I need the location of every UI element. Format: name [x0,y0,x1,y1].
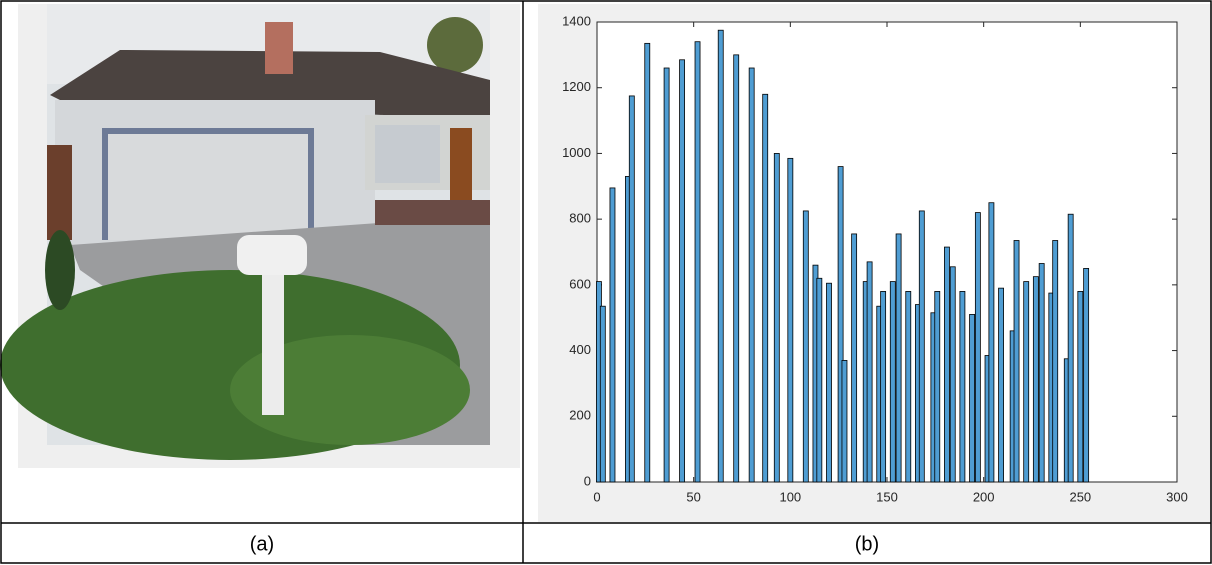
bar [610,188,615,482]
bar [989,203,994,482]
bar [842,360,847,482]
bar [975,213,980,482]
bar [999,288,1004,482]
caption: (a) [250,533,274,555]
bar [919,211,924,482]
bar [950,267,955,482]
bar [826,283,831,482]
bar [1014,241,1019,483]
bar [749,68,754,482]
bar [629,96,634,482]
x-tick-label: 0 [593,489,600,504]
bar [695,42,700,482]
bar [774,153,779,482]
bar [1039,264,1044,483]
bar [645,43,650,482]
y-tick-label: 1400 [562,13,591,28]
bar [960,291,965,482]
bar [867,262,872,482]
bar [944,247,949,482]
x-tick-label: 100 [779,489,801,504]
bar [664,68,669,482]
x-tick-label: 150 [876,489,898,504]
x-tick-label: 200 [973,489,995,504]
bar [803,211,808,482]
y-tick-label: 1200 [562,79,591,94]
photo [0,4,490,460]
bar [600,306,605,482]
bar [763,94,768,482]
y-tick-label: 800 [569,211,591,226]
bar [718,30,723,482]
bar [1024,282,1029,482]
x-tick-label: 50 [686,489,700,504]
y-tick-label: 200 [569,408,591,423]
x-tick-label: 250 [1069,489,1091,504]
figure-table: 0 200 400 600 800 1000 1200 1400 0 50 100 150 200 250… [0,0,1212,565]
bar [852,234,857,482]
bar [1084,268,1089,482]
bar [1053,241,1058,483]
y-tick-label: 400 [569,342,591,357]
bar [970,314,975,482]
bar [1078,291,1083,482]
x-tick-label: 300 [1166,489,1188,504]
bar [817,278,822,482]
bar [680,60,685,482]
caption: (b) [855,533,879,555]
bar [890,282,895,482]
bar [935,291,940,482]
y-tick-label: 0 [584,473,591,488]
bar [788,158,793,482]
figure: 0 200 400 600 800 1000 1200 1400 0 50 100 150 200 250… [0,0,1212,565]
y-tick-label: 1000 [562,145,591,160]
bar [1033,277,1038,482]
bar [1068,214,1073,482]
bar [881,291,886,482]
bar [734,55,739,482]
bar [896,234,901,482]
bar [906,291,911,482]
y-tick-label: 600 [569,276,591,291]
